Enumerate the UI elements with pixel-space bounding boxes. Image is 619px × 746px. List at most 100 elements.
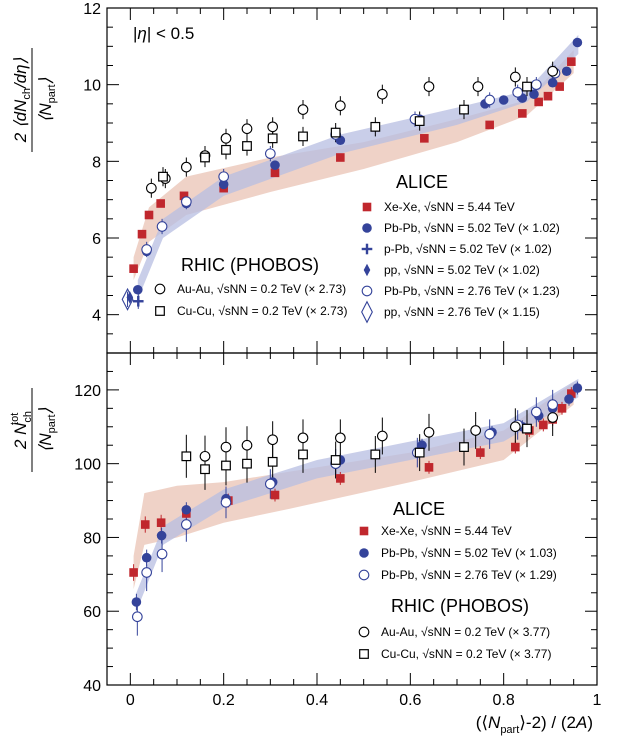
point-p1-s2-1 [141,567,153,578]
point-p1-s3-9 [509,421,521,433]
point-p1-s2-4 [220,497,232,508]
legend-marker-p0-s3 [363,263,371,277]
legend-label-p0-s4: Pb-Pb, √sNN = 2.76 TeV (× 1.23) [384,284,560,298]
point-p0-s6-2 [180,161,192,173]
point-p1-s3-0 [199,450,211,462]
point-p1-s2-8 [484,428,496,440]
ytick-label-p1-80: 80 [83,530,101,547]
x-axis-label: (⟨Npart⟩-2) / (2A) [476,713,593,736]
point-p1-s4-7 [370,449,381,460]
legend-marker-p1-s3 [358,626,370,638]
point-p0-s7-9 [459,104,469,115]
point-p0-s3-0 [126,291,134,304]
legend-label-p1-s3: Au-Au, √sNN = 0.2 TeV (× 3.77) [381,625,550,639]
point-p1-s4-9 [459,442,469,452]
svg-text:2 Nchtot: 2 Nchtot [9,411,34,450]
legend-marker-p0-s1 [362,223,372,233]
top-y-axis-label: 2 ⟨dNch/dη⟩ ⟨Npart⟩ [11,48,58,152]
point-p1-s3-3 [267,434,279,446]
point-p0-s0-12 [543,91,553,101]
point-p0-s4-7 [484,94,496,106]
point-p0-s6-11 [472,81,484,92]
legend-entry-p0-s0: Xe-Xe, √sNN = 5.44 TeV [362,200,515,214]
point-p0-s6-6 [267,121,279,133]
point-p0-s6-5 [241,123,253,135]
point-p1-s3-10 [547,412,559,423]
xtick-label-0.4: 0.4 [306,692,328,709]
legend-marker-p1-s0 [359,526,369,536]
point-p0-s2-0 [132,295,144,307]
xtick-label-0.6: 0.6 [399,692,421,709]
point-p0-s7-1 [200,152,210,163]
legend-marker-p1-s4 [359,649,369,659]
legend-marker-p0-s7 [155,306,165,316]
point-p1-s0-5 [270,490,280,500]
point-p0-s7-8 [414,116,425,126]
ytick-label-p1-100: 100 [74,457,101,474]
legend-label-p0-s7: Cu-Cu, √sNN = 0.2 TeV (× 2.73) [177,304,347,318]
point-p1-s0-8 [476,448,485,457]
point-p1-s1-3 [181,504,192,515]
point-p0-s7-7 [370,121,381,132]
band-p0-s0 [133,50,574,281]
xtick-label-0: 0 [126,692,135,709]
point-p0-s4-8 [512,86,524,98]
point-p1-s4-10 [522,423,532,434]
point-p1-s4-6 [330,455,341,465]
point-p0-s6-7 [297,104,309,115]
legend-entry-p0-s5: pp, √sNN = 2.76 TeV (× 1.15) [361,300,540,324]
point-p1-s0-9 [511,442,520,452]
point-p0-s7-2 [221,144,231,155]
point-p0-s0-7 [336,153,345,162]
point-p0-s6-13 [547,65,559,77]
point-p1-s3-2 [241,439,253,451]
point-p0-s0-11 [534,97,543,107]
point-p0-s0-3 [156,199,165,208]
point-p0-s0-8 [420,134,429,143]
point-p0-s0-10 [518,109,527,118]
point-p0-s7-6 [330,127,341,138]
legend-label-p0-s1: Pb-Pb, √sNN = 5.02 TeV (× 1.02) [384,221,560,235]
point-p0-s1-0 [133,284,143,295]
point-p1-s0-14 [567,389,576,398]
point-p1-s1-12 [564,394,574,404]
point-p0-s7-4 [267,133,278,144]
legend-marker-p0-s6 [154,283,166,295]
xtick-label-1: 1 [593,692,602,709]
legend-label-p1-s4: Cu-Cu, √sNN = 0.2 TeV (× 3.77) [381,647,551,661]
point-p1-s0-1 [140,520,150,529]
legend-marker-p0-s4 [361,285,373,297]
ytick-label-p1-40: 40 [83,678,101,695]
point-p0-s4-0 [141,244,153,255]
legend-entry-p0-s2: p-Pb, √sNN = 5.02 TeV (× 1.02) [361,242,552,256]
legend-entry-p0-s3: pp, √sNN = 5.02 TeV (× 1.02) [363,263,540,277]
point-p0-s1-12 [547,77,558,88]
legend-entry-p1-s2: Pb-Pb, √sNN = 2.76 TeV (× 1.29) [358,568,557,582]
top-rhic-header: RHIC (PHOBOS) [181,255,319,275]
point-p0-s0-14 [567,57,576,66]
point-p1-s1-7 [417,440,427,451]
top-panel-frame [106,7,598,354]
point-p0-s1-13 [561,66,572,77]
point-p0-s5-0 [121,287,134,311]
legend-marker-p0-s2 [361,243,373,255]
point-p0-s4-4 [264,148,276,160]
legend-marker-p1-s2 [358,569,370,581]
legend-label-p1-s2: Pb-Pb, √sNN = 2.76 TeV (× 1.29) [381,568,557,582]
point-p1-s2-3 [180,519,192,530]
legend-label-p1-s1: Pb-Pb, √sNN = 5.02 TeV (× 1.03) [381,546,557,560]
legend-entry-p0-s7: Cu-Cu, √sNN = 0.2 TeV (× 2.73) [155,304,347,318]
point-p1-s2-0 [131,611,143,623]
legend-label-p1-s0: Xe-Xe, √sNN = 5.44 TeV [381,524,512,538]
point-p0-s0-6 [270,168,280,178]
point-p1-s1-1 [141,552,152,563]
point-p0-s6-12 [509,71,521,83]
legend-entry-p0-s6: Au-Au, √sNN = 0.2 TeV (× 2.73) [154,282,346,296]
point-p1-s4-1 [200,464,210,475]
top-alice-header: ALICE [396,172,448,192]
point-p1-s3-8 [470,425,482,436]
legend-entry-p0-s4: Pb-Pb, √sNN = 2.76 TeV (× 1.23) [361,284,560,298]
point-p0-s0-0 [129,264,138,273]
point-p0-s7-0 [158,171,168,182]
point-p1-s0-7 [424,463,434,472]
